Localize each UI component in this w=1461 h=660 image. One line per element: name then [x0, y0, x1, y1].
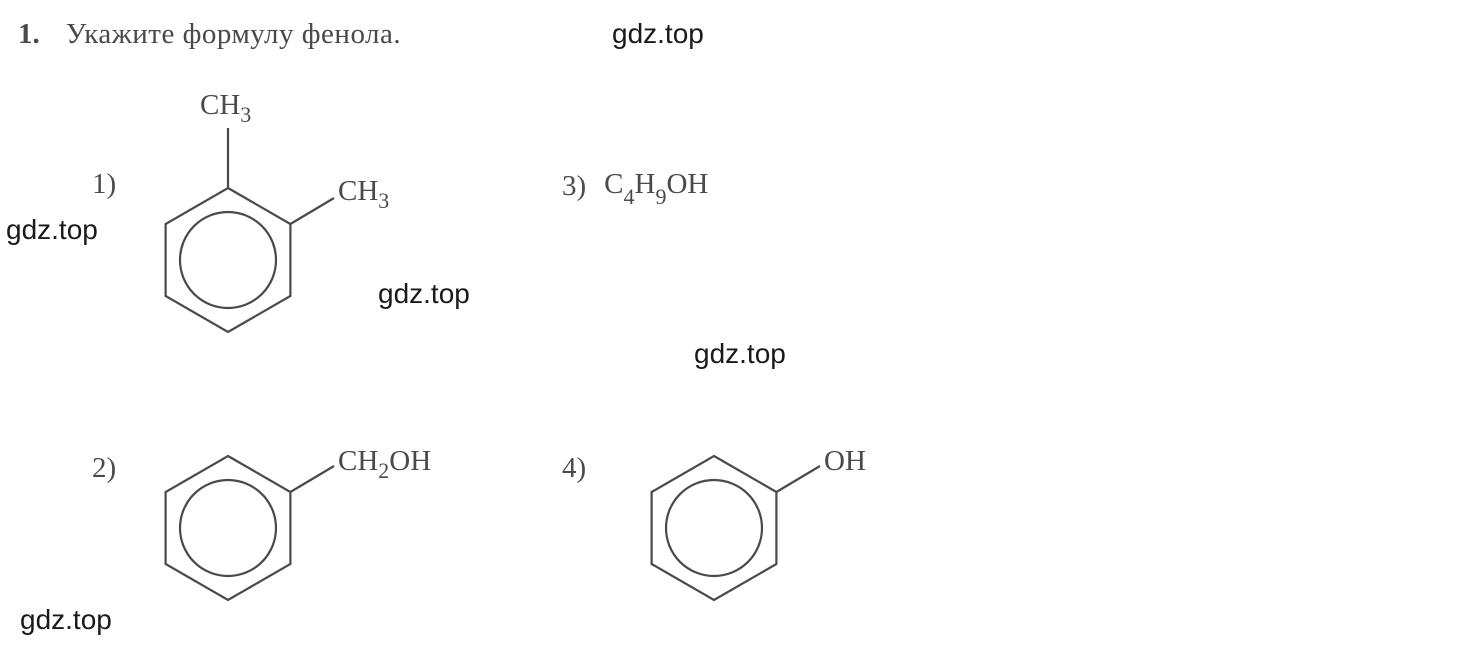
- option-3-formula: C4H9OH: [604, 168, 708, 206]
- benzene-inner-circle-2: [180, 480, 276, 576]
- formula-oh: OH: [666, 168, 708, 200]
- benzene-inner-circle: [180, 212, 276, 308]
- option-2-number: 2): [92, 452, 116, 485]
- formula-h-sub: 9: [655, 184, 666, 209]
- watermark-left-lower: gdz.top: [20, 604, 112, 636]
- benzene-hexagon: [166, 188, 291, 332]
- benzene-inner-circle-4: [666, 480, 762, 576]
- substituent-ch3-top: CH3: [200, 89, 251, 127]
- substituent-oh: OH: [824, 445, 866, 477]
- bond-topright-2: [290, 466, 334, 492]
- option-4: 4): [562, 452, 594, 485]
- watermark-right: gdz.top: [694, 338, 786, 370]
- bond-topright: [290, 198, 334, 224]
- option-1: 1): [92, 168, 124, 201]
- formula-c: C: [604, 168, 623, 200]
- question-text: Укажите формулу фенола.: [66, 18, 401, 51]
- option-2: 2): [92, 452, 124, 485]
- question-line: 1. Укажите формулу фенола.: [18, 18, 401, 51]
- benzene-hexagon-2: [166, 456, 291, 600]
- option-3: 3) C4H9OH: [562, 168, 708, 206]
- bond-topright-4: [776, 466, 820, 492]
- watermark-top: gdz.top: [612, 18, 704, 50]
- substituent-ch2oh: CH2OH: [338, 445, 431, 483]
- option-2-structure: CH2OH: [138, 400, 458, 640]
- benzene-hexagon-4: [652, 456, 777, 600]
- watermark-left-upper: gdz.top: [6, 214, 98, 246]
- option-1-number: 1): [92, 168, 116, 201]
- option-4-structure: OH: [624, 400, 884, 640]
- option-1-structure: CH3 CH3: [138, 70, 398, 360]
- option-3-number: 3): [562, 170, 586, 203]
- formula-h: H: [635, 168, 656, 200]
- formula-c-sub: 4: [624, 184, 635, 209]
- option-4-number: 4): [562, 452, 586, 485]
- substituent-ch3-right: CH3: [338, 175, 389, 213]
- question-number: 1.: [18, 18, 40, 51]
